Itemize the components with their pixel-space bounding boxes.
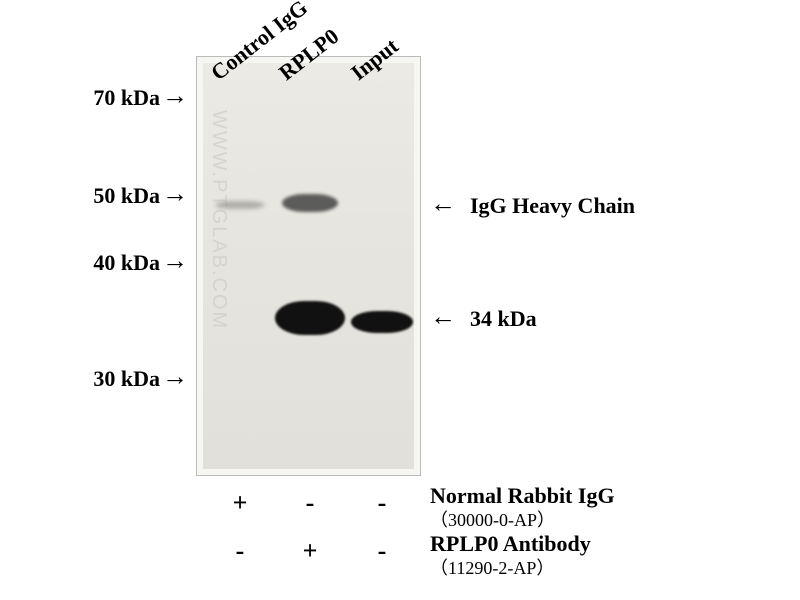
blot-band (351, 311, 413, 333)
arrow-left-icon: ← (430, 302, 456, 332)
presence-mark: - (362, 536, 402, 566)
presence-mark: - (220, 536, 260, 566)
presence-mark: + (290, 536, 330, 566)
mw-label: 30 kDa (60, 366, 160, 392)
blot-band (282, 194, 338, 212)
arrow-left-icon: ← (430, 189, 456, 219)
arrow-right-icon: → (162, 179, 188, 209)
reagent-label: Normal Rabbit IgG（30000-0-AP） (430, 484, 615, 530)
arrow-right-icon: → (162, 246, 188, 276)
mw-label: 70 kDa (60, 85, 160, 111)
blot-band (215, 201, 265, 209)
presence-mark: - (290, 488, 330, 518)
mw-label: 50 kDa (60, 183, 160, 209)
band-label: 34 kDa (470, 306, 537, 332)
blot-band (275, 301, 345, 335)
reagent-label: RPLP0 Antibody（11290-2-AP） (430, 532, 591, 578)
arrow-right-icon: → (162, 362, 188, 392)
arrow-right-icon: → (162, 81, 188, 111)
blot-membrane (203, 63, 414, 469)
blot-area (196, 56, 421, 476)
band-label: IgG Heavy Chain (470, 193, 635, 219)
presence-mark: + (220, 488, 260, 518)
figure-root: WWW.PTGLAB.COM 70 kDa→50 kDa→40 kDa→30 k… (0, 0, 800, 600)
presence-mark: - (362, 488, 402, 518)
mw-label: 40 kDa (60, 250, 160, 276)
